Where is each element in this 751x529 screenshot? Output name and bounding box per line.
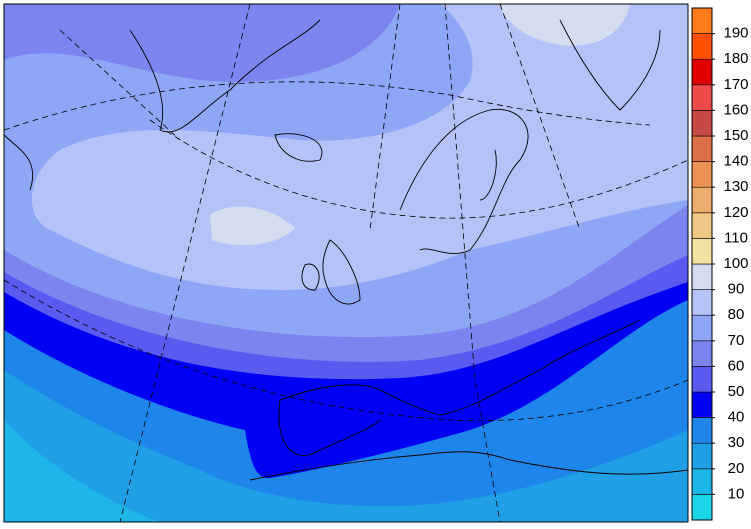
colorbar-box	[691, 468, 713, 495]
colorbar-tick-label: 70	[728, 332, 745, 349]
map-frame	[3, 3, 689, 523]
colorbar-box	[691, 161, 713, 188]
map	[4, 4, 688, 522]
colorbar: 10 20 30 40 50 60 70 80 90 100 110 120 130 140 150 160 1…	[691, 7, 749, 521]
colorbar-box	[691, 238, 713, 265]
colorbar-box	[691, 263, 713, 290]
colorbar-box	[691, 186, 713, 214]
colorbar-box	[691, 391, 713, 418]
colorbar-tick-label: 140	[723, 153, 748, 170]
colorbar-tick-label: 90	[728, 281, 745, 298]
colorbar-box	[691, 314, 713, 342]
field-60-70-north	[4, 4, 400, 82]
colorbar-box	[691, 494, 713, 521]
colorbar-tick-label: 150	[723, 127, 748, 144]
field-90-100-north	[500, 4, 630, 46]
colorbar-box	[691, 7, 713, 34]
coastlines	[4, 19, 688, 481]
colorbar-box	[691, 84, 713, 111]
colorbar-tick-label: 50	[728, 383, 745, 400]
colorbar-tick-label: 190	[723, 25, 748, 42]
colorbar-box	[691, 212, 713, 239]
colorbar-box	[691, 289, 713, 316]
colorbar-tick-label: 170	[723, 76, 748, 93]
colorbar-tick-label: 110	[724, 229, 748, 246]
field-90-100	[210, 206, 295, 246]
field-20-30	[4, 370, 688, 522]
colorbar-box	[691, 58, 713, 86]
colorbar-tick-label: 120	[723, 204, 748, 221]
colorbar-tick-label: 40	[728, 409, 745, 426]
colorbar-box	[691, 33, 713, 60]
colorbar-tick-label: 130	[723, 178, 748, 195]
colorbar-box	[691, 135, 713, 162]
colorbar-tick-label: 30	[728, 434, 745, 451]
colorbar-box	[691, 110, 713, 137]
colorbar-tick-label: 160	[723, 101, 748, 118]
colorbar-tick-label: 10	[728, 485, 745, 502]
colorbar-box	[691, 340, 713, 367]
colorbar-tick-label: 80	[728, 306, 745, 323]
colorbar-tick-label: 60	[728, 357, 745, 374]
colorbar-box	[691, 417, 713, 444]
colorbar-tick-label: 20	[728, 460, 745, 477]
colorbar-box	[691, 366, 713, 393]
colorbar-frame	[691, 7, 713, 521]
colorbar-box	[691, 442, 713, 470]
colorbar-tick-label: 100	[723, 255, 748, 272]
graticule	[4, 4, 688, 522]
colorbar-tick-label: 180	[723, 50, 748, 67]
field-10-20	[4, 420, 160, 522]
